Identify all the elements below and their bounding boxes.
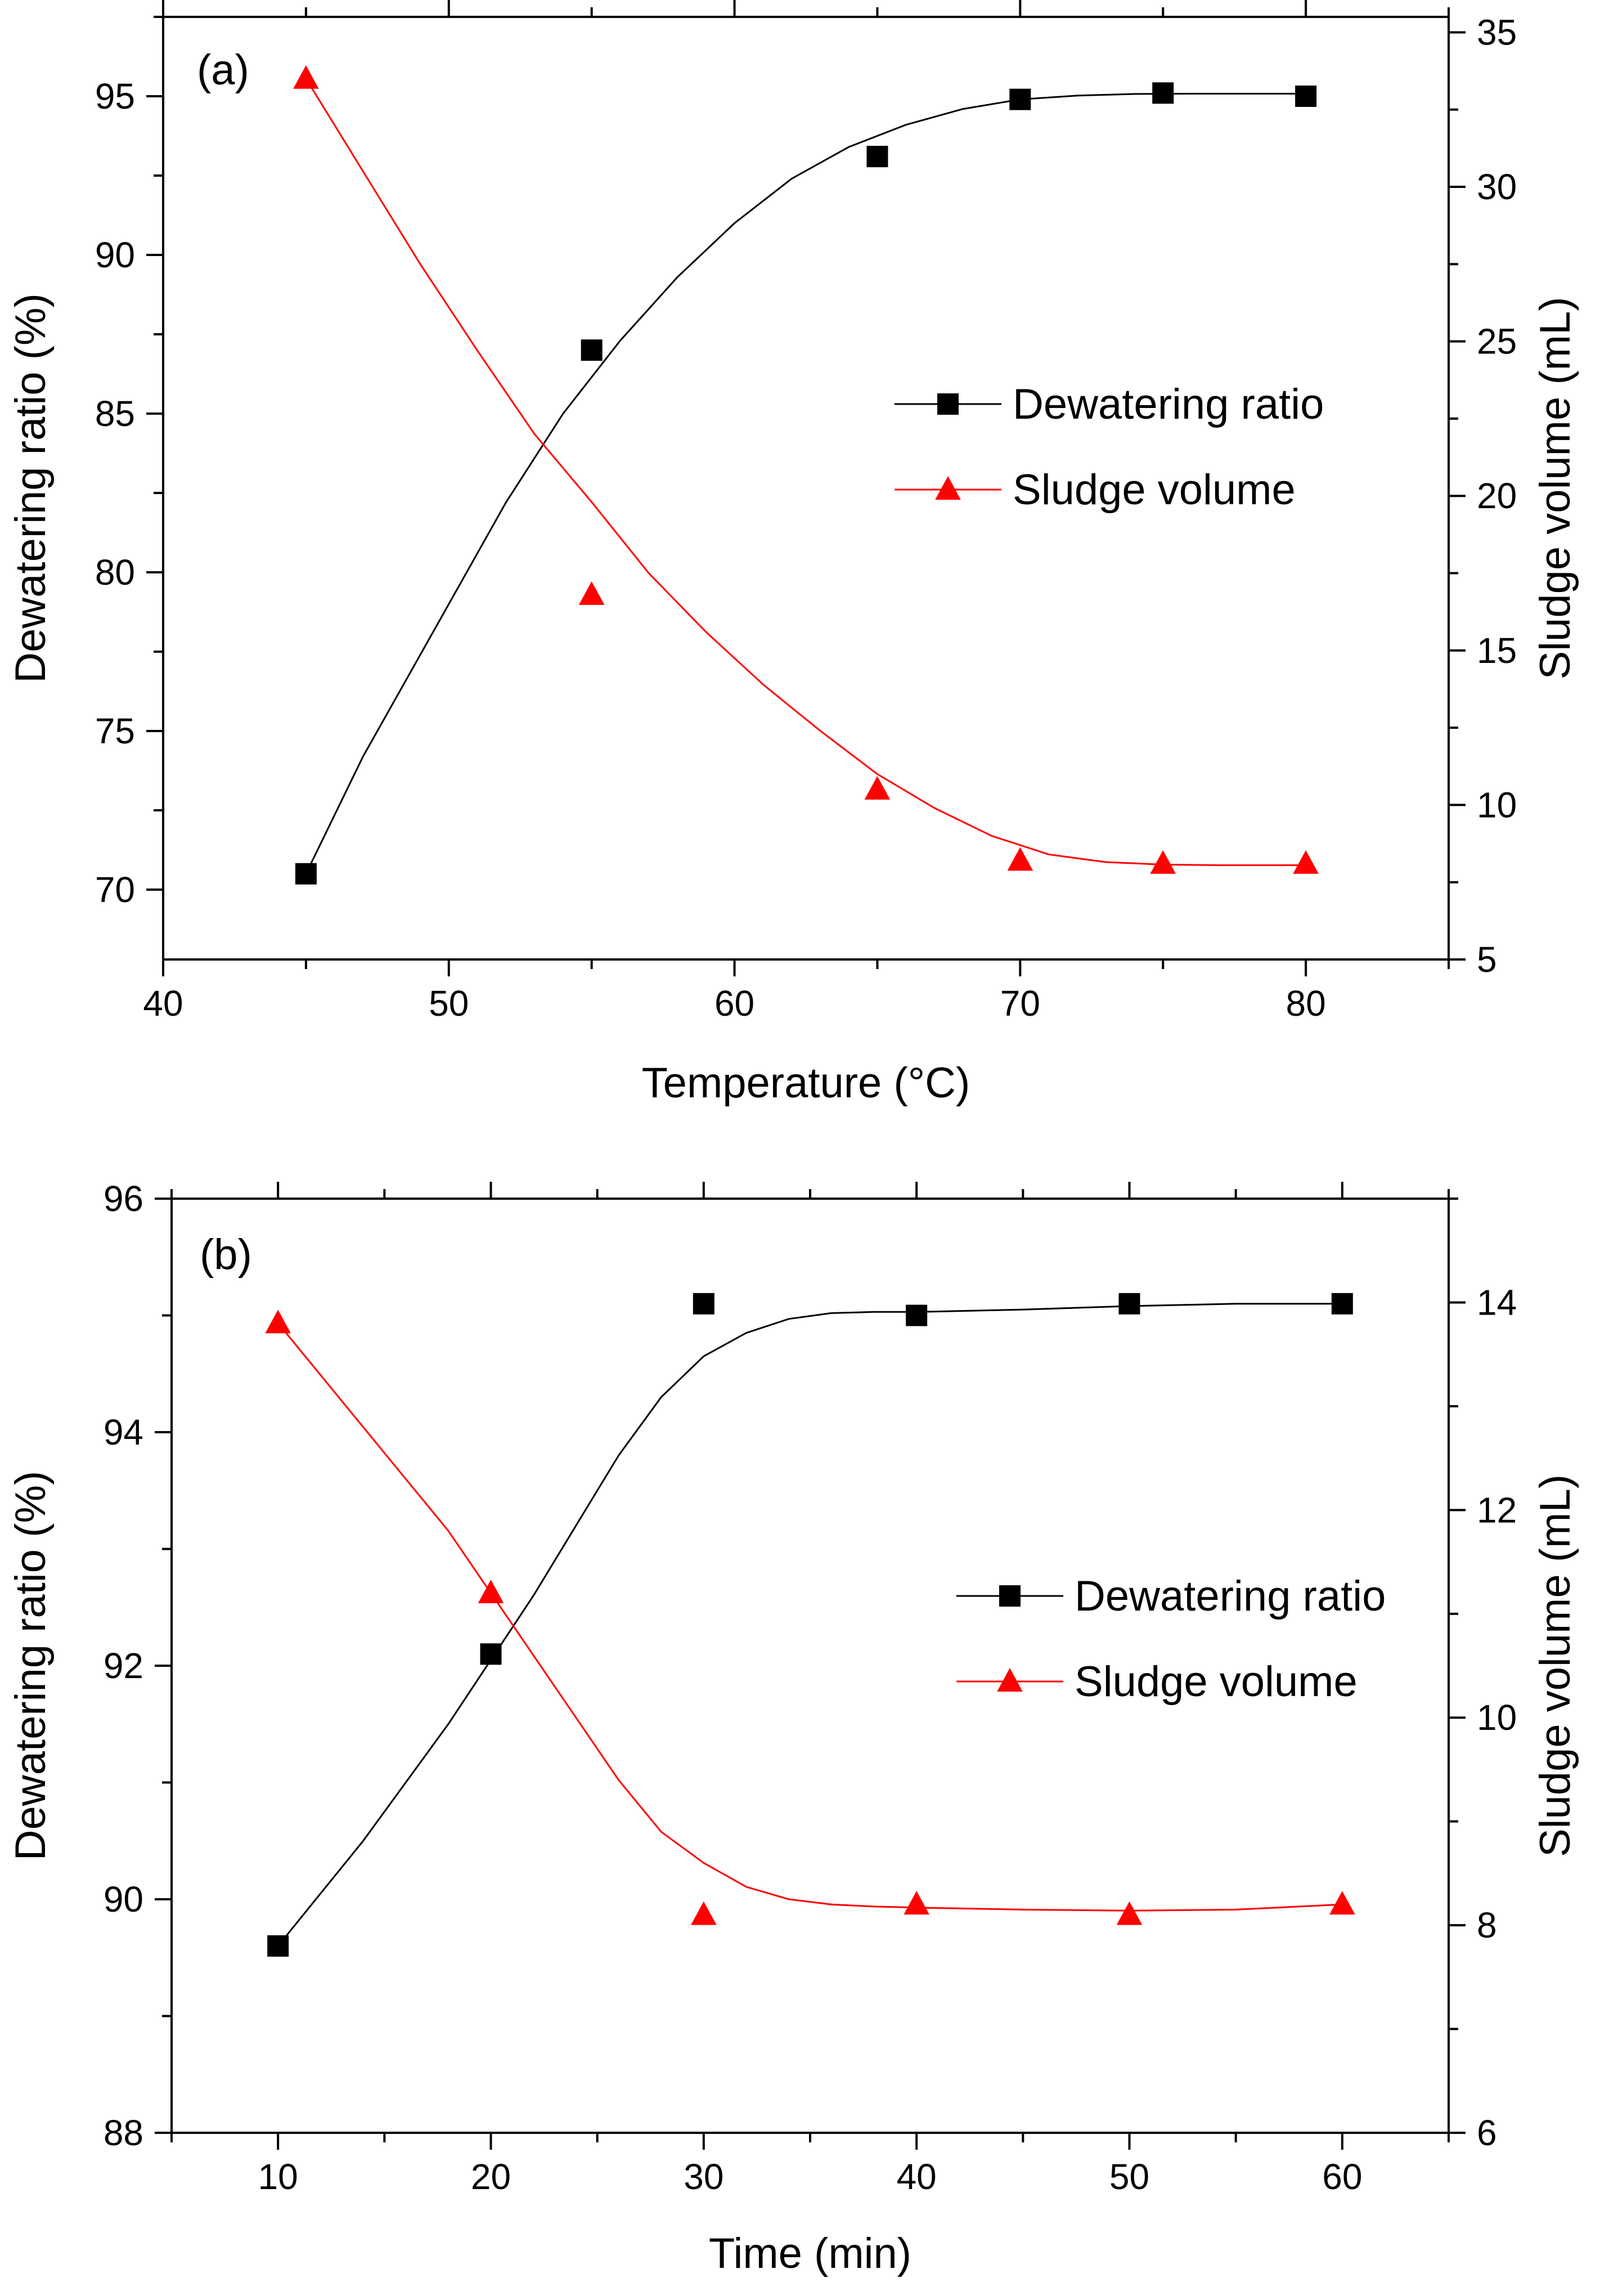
data-point bbox=[1118, 1293, 1140, 1315]
y-left-tick-label: 88 bbox=[104, 2113, 143, 2153]
x-tick-label: 20 bbox=[471, 2156, 511, 2197]
data-point bbox=[581, 339, 603, 361]
data-point bbox=[1293, 850, 1319, 874]
legend-label: Dewatering ratio bbox=[1013, 380, 1324, 428]
data-point bbox=[1295, 85, 1317, 107]
y-left-tick-label: 90 bbox=[95, 235, 135, 275]
series-sludge-volume bbox=[293, 65, 1319, 874]
panel-label: (b) bbox=[200, 1231, 252, 1279]
legend-label: Sludge volume bbox=[1013, 466, 1296, 514]
x-axis-title: Temperature (°C) bbox=[642, 1059, 970, 1107]
y-right-tick-label: 10 bbox=[1477, 1697, 1517, 1738]
data-point bbox=[1150, 850, 1176, 874]
y-left-tick-label: 70 bbox=[95, 869, 135, 910]
x-tick-label: 80 bbox=[1286, 983, 1326, 1024]
data-point bbox=[265, 1310, 291, 1334]
plot-frame bbox=[162, 16, 1450, 961]
legend-marker bbox=[999, 1585, 1021, 1607]
x-axis-title: Time (min) bbox=[709, 2230, 911, 2277]
y-left-tick-label: 94 bbox=[104, 1412, 143, 1452]
data-point bbox=[578, 581, 605, 605]
x-tick-label: 10 bbox=[258, 2156, 298, 2197]
y-right-tick-label: 15 bbox=[1477, 630, 1517, 671]
data-point bbox=[866, 146, 888, 168]
y-left-tick-label: 80 bbox=[95, 552, 135, 593]
legend-label: Sludge volume bbox=[1075, 1658, 1358, 1706]
y-left-tick-label: 96 bbox=[104, 1178, 143, 1219]
legend-marker bbox=[937, 393, 959, 415]
data-point bbox=[293, 65, 319, 89]
chart-panel-a: 40 50 60 70 80 70 75 80 85 90 95 5 10 15 20 25 30 35 Tempe… bbox=[7, 0, 1579, 1107]
data-point bbox=[295, 863, 317, 885]
chart-panel-b: 10 20 30 40 50 60 88 90 92 94 96 6 8 10 12 14 Time (min)… bbox=[7, 1178, 1579, 2277]
data-point bbox=[1331, 1293, 1353, 1315]
data-point bbox=[906, 1304, 928, 1326]
legend-entry: Dewatering ratio bbox=[956, 1572, 1386, 1620]
y-right-tick-label: 20 bbox=[1477, 476, 1517, 516]
x-tick-label: 30 bbox=[684, 2156, 723, 2197]
legend-entry: Dewatering ratio bbox=[895, 380, 1324, 428]
series-fit-line bbox=[305, 93, 1306, 875]
y-right-axis-title: Sludge volume (mL) bbox=[1531, 1474, 1579, 1857]
data-point bbox=[693, 1293, 714, 1315]
data-point bbox=[1116, 1901, 1143, 1925]
y-left-tick-label: 95 bbox=[95, 76, 135, 116]
y-left-axis-title: Dewatering ratio (%) bbox=[7, 1471, 55, 1861]
legend-marker bbox=[935, 476, 961, 500]
series-fit-line bbox=[277, 1322, 1342, 1912]
data-point bbox=[1009, 88, 1031, 110]
data-point bbox=[1152, 82, 1174, 104]
series-sludge-volume bbox=[265, 1310, 1355, 1925]
x-tick-label: 40 bbox=[143, 983, 183, 1024]
legend-label: Dewatering ratio bbox=[1075, 1572, 1386, 1620]
data-point bbox=[1007, 847, 1033, 871]
panel-label: (a) bbox=[197, 46, 249, 94]
legend-entry: Sludge volume bbox=[895, 466, 1296, 514]
x-tick-label: 60 bbox=[714, 983, 754, 1024]
y-left-tick-label: 90 bbox=[104, 1879, 143, 1920]
x-tick-label: 70 bbox=[1000, 983, 1040, 1024]
x-tick-label: 60 bbox=[1322, 2156, 1362, 2197]
series-fit-line bbox=[305, 78, 1306, 866]
y-right-tick-label: 8 bbox=[1477, 1905, 1497, 1945]
series-dewatering-ratio bbox=[267, 1293, 1353, 1957]
y-right-axis-title: Sludge volume (mL) bbox=[1531, 297, 1579, 679]
y-left-tick-label: 92 bbox=[104, 1645, 143, 1686]
x-tick-label: 50 bbox=[429, 983, 469, 1024]
y-right-tick-label: 25 bbox=[1477, 321, 1517, 362]
data-point bbox=[480, 1643, 502, 1665]
y-right-tick-label: 5 bbox=[1477, 939, 1497, 980]
y-left-tick-label: 75 bbox=[95, 711, 135, 751]
y-right-tick-label: 10 bbox=[1477, 784, 1517, 825]
legend-marker bbox=[997, 1668, 1023, 1692]
y-left-axis-title: Dewatering ratio (%) bbox=[7, 293, 55, 683]
y-right-tick-label: 30 bbox=[1477, 167, 1517, 207]
data-point bbox=[864, 776, 891, 800]
y-right-tick-label: 35 bbox=[1477, 12, 1517, 52]
data-point bbox=[478, 1579, 504, 1603]
y-right-tick-label: 12 bbox=[1477, 1490, 1517, 1530]
series-fit-line bbox=[277, 1303, 1342, 1947]
data-point bbox=[904, 1891, 929, 1915]
x-tick-label: 50 bbox=[1109, 2156, 1149, 2197]
legend-entry: Sludge volume bbox=[956, 1658, 1358, 1706]
y-right-tick-label: 6 bbox=[1477, 2113, 1497, 2153]
x-tick-label: 40 bbox=[897, 2156, 937, 2197]
data-point bbox=[1329, 1891, 1355, 1915]
data-point bbox=[267, 1935, 289, 1957]
y-right-tick-label: 14 bbox=[1477, 1282, 1517, 1322]
y-left-tick-label: 85 bbox=[95, 393, 135, 434]
series-dewatering-ratio bbox=[295, 82, 1317, 885]
data-point bbox=[691, 1901, 717, 1925]
